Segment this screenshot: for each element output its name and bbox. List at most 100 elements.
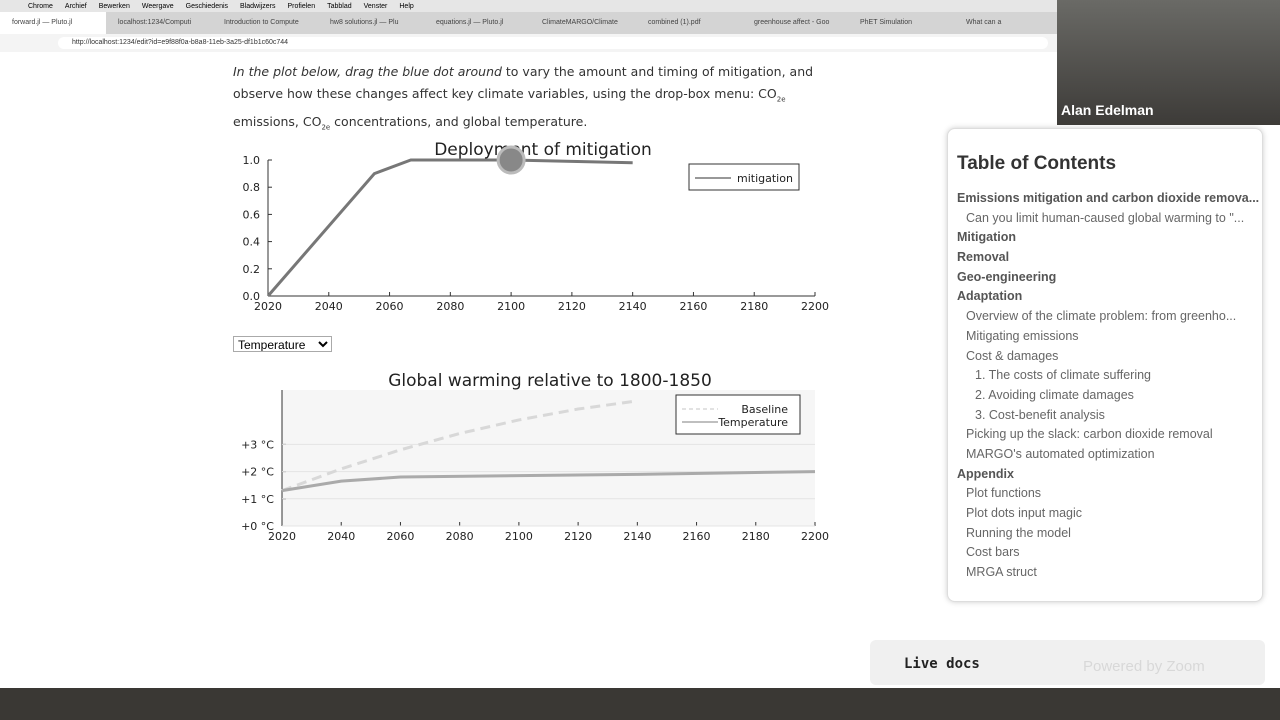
x-tick-label: 2020 (268, 530, 296, 543)
toc-item[interactable]: Mitigation (957, 230, 1017, 245)
x-tick-label: 2160 (683, 530, 711, 543)
menu-item: Help (399, 2, 414, 10)
tab[interactable]: greenhouse affect - Goo (754, 19, 830, 26)
tab-bar: forward.jl — Pluto.jl localhost:1234/Comp… (0, 12, 1060, 34)
menu-item: Venster (363, 2, 388, 10)
video-feed (1057, 0, 1280, 125)
text: to vary the amount and timing of mitigat… (233, 64, 814, 101)
x-tick-label: 2180 (742, 530, 770, 543)
x-tick-label: 2120 (564, 530, 592, 543)
mitigation-plot[interactable]: Deployment of mitigation 2020 2040 2060 2080… (230, 135, 840, 315)
plot-title: Global warming relative to 1800-1850 (388, 371, 712, 391)
table-of-contents: Table of Contents Emissions mitigation an… (947, 128, 1263, 602)
toc-item[interactable]: 1. The costs of climate suffering (975, 368, 1152, 383)
x-tick-label: 2020 (254, 300, 282, 313)
y-tick-label: +2 °C (241, 466, 274, 479)
subscript: 2e (321, 123, 331, 131)
participant-name: Alan Edelman (1061, 102, 1154, 118)
menu-item: Archief (64, 2, 87, 10)
tab[interactable]: What can a (966, 19, 1002, 26)
y-tick-label: 0.8 (243, 181, 261, 194)
toc-item[interactable]: 3. Cost-benefit analysis (975, 407, 1105, 422)
y-tick-label: 0.0 (243, 290, 261, 303)
toc-item[interactable]: MRGA struct (966, 565, 1037, 580)
y-tick-label: 1.0 (243, 154, 261, 167)
tab[interactable]: forward.jl — Pluto.jl (0, 12, 106, 34)
x-tick-label: 2100 (505, 530, 533, 543)
toc-item[interactable]: Plot dots input magic (966, 506, 1083, 520)
y-tick-label: 0.2 (243, 263, 261, 276)
subscript: 2e (776, 95, 786, 103)
x-tick-label: 2120 (558, 300, 586, 313)
toc-item[interactable]: Cost bars (966, 545, 1020, 560)
x-tick-label: 2080 (446, 530, 474, 543)
x-tick-label: 2080 (436, 300, 464, 313)
x-tick-label: 2180 (740, 300, 768, 313)
plot-title: Deployment of mitigation (434, 140, 652, 160)
live-docs-button[interactable]: Live docs (870, 640, 1265, 685)
y-tick-label: +3 °C (241, 438, 274, 451)
x-tick-label: 2040 (315, 300, 343, 313)
x-tick-label: 2200 (801, 300, 829, 313)
toc-item[interactable]: Picking up the slack: carbon dioxide rem… (966, 427, 1213, 442)
toc-item[interactable]: Removal (957, 250, 1010, 265)
toc-item[interactable]: Plot functions (966, 486, 1042, 501)
drag-handle[interactable] (496, 145, 526, 175)
y-tick-label: 0.6 (243, 208, 261, 221)
y-tick-label: +0 °C (241, 520, 274, 533)
tab[interactable]: PhET Simulation (860, 19, 913, 26)
variable-dropdown[interactable]: Temperature (233, 336, 332, 352)
toc-item[interactable]: MARGO's automated optimization (966, 446, 1155, 461)
temperature-plot: Global warming relative to 1800-1850 2020… (241, 371, 829, 543)
toc-title: Table of Contents (957, 153, 1117, 174)
toc-item[interactable]: Cost & damages (966, 348, 1059, 363)
text: emissions, CO (233, 113, 322, 129)
legend-label: Baseline (741, 403, 788, 416)
menu-item: Bewerken (98, 2, 130, 10)
data-line (281, 399, 638, 493)
menu-item: Geschiedenis (185, 2, 229, 10)
menu-item: Weergave (141, 2, 174, 10)
menu-item: Chrome (28, 2, 53, 10)
tab[interactable]: combined (1).pdf (648, 19, 701, 26)
toc-item[interactable]: Adaptation (957, 289, 1023, 304)
x-tick-label: 2060 (386, 530, 414, 543)
data-line (281, 470, 816, 493)
tab[interactable]: Introduction to Compute (224, 19, 299, 26)
toc-item[interactable]: Emissions mitigation and carbon dioxide … (957, 191, 1260, 205)
zoom-watermark: Powered by Zoom (1083, 658, 1205, 675)
toc-item[interactable]: Overview of the climate problem: from gr… (966, 309, 1237, 324)
legend-box (688, 163, 800, 191)
x-tick-label: 2060 (376, 300, 404, 313)
toc-item[interactable]: Running the model (966, 525, 1071, 540)
toc-item[interactable]: 2. Avoiding climate damages (975, 387, 1134, 402)
tab[interactable]: hw8 solutions.jl — Plu (330, 19, 399, 26)
x-tick-label: 2140 (623, 530, 651, 543)
toc-item[interactable]: Geo-engineering (957, 269, 1057, 284)
menu-item: Tabblad (327, 2, 352, 10)
x-tick-label: 2100 (497, 300, 525, 313)
x-tick-label: 2200 (801, 530, 829, 543)
y-tick-label: 0.4 (243, 236, 261, 249)
toc-item[interactable]: Can you limit human-caused global warmin… (966, 210, 1245, 225)
x-tick-label: 2160 (679, 300, 707, 313)
toc-item[interactable]: Appendix (957, 466, 1014, 481)
x-tick-label: 2040 (327, 530, 355, 543)
menu-bar: Chrome Archief Bewerken Weergave Geschiedeni… (0, 0, 1280, 12)
address-bar[interactable]: http://localhost:1234/edit?id=e9f88f0a-b… (58, 37, 1048, 49)
italic-text: In the plot below, drag the blue dot aro… (233, 64, 502, 79)
y-tick-label: +1 °C (241, 493, 274, 506)
tab[interactable]: equations.jl — Pluto.jl (436, 19, 504, 26)
legend-label: mitigation (737, 172, 793, 185)
legend-box (675, 394, 801, 435)
tab[interactable]: ClimateMARGO/Climate (542, 19, 618, 26)
x-tick-label: 2140 (619, 300, 647, 313)
tab[interactable]: localhost:1234/Computi (118, 19, 192, 26)
toc-item[interactable]: Mitigating emissions (966, 328, 1079, 343)
menu-item: Profielen (287, 2, 316, 10)
data-line (266, 158, 633, 297)
text: concentrations, and global temperature. (330, 113, 588, 129)
intro-text: In the plot below, drag the blue dot aro… (233, 61, 833, 139)
desktop-background (0, 688, 1280, 720)
